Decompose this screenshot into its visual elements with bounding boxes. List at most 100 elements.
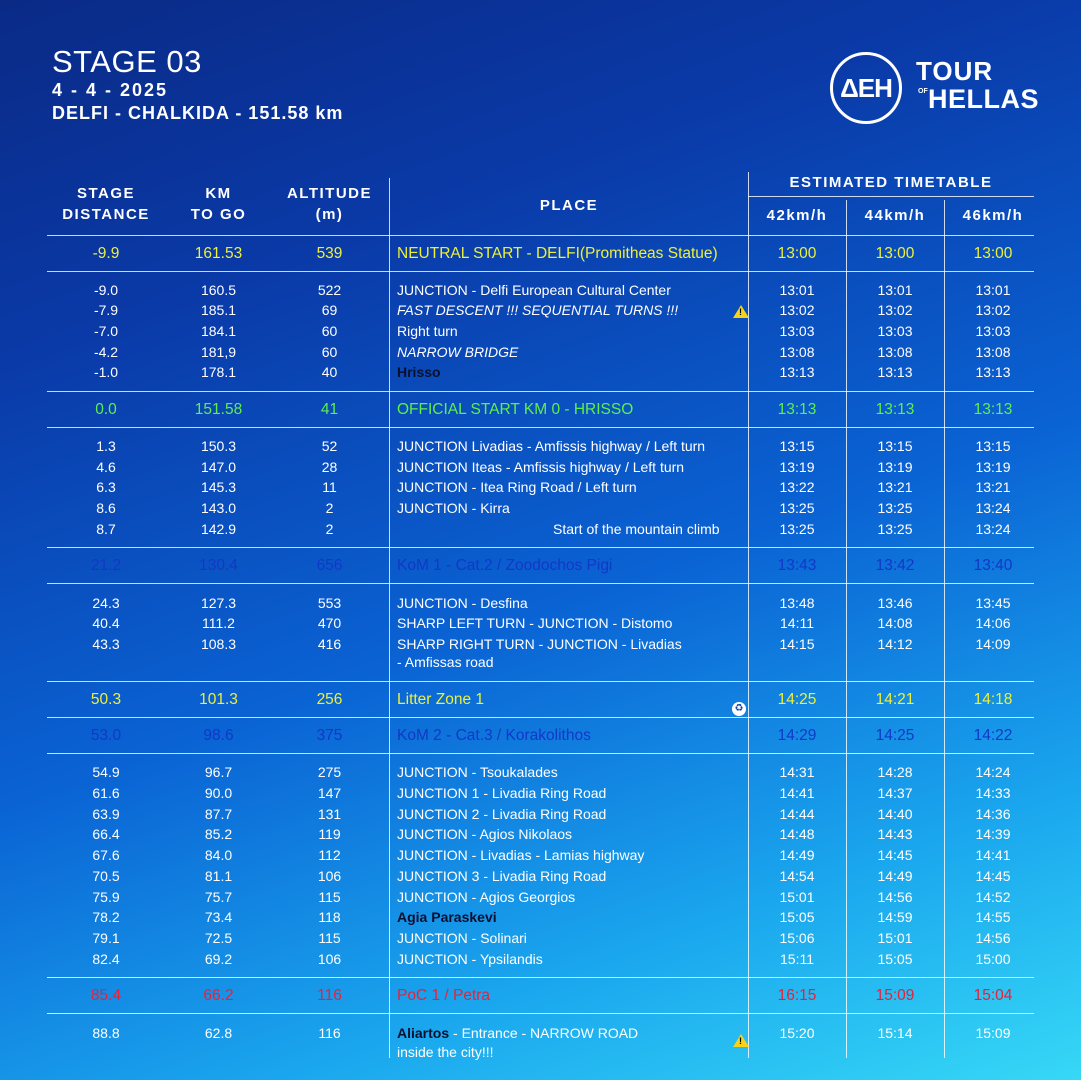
km-to-go: 184.1 <box>200 323 237 339</box>
time-42: 14:31 <box>779 764 815 780</box>
stage-distance: 70.5 <box>92 868 120 884</box>
altitude: 115 <box>318 930 341 946</box>
altitude: 115 <box>318 889 341 905</box>
recycle-icon: ♻ <box>732 702 746 716</box>
time-44: 13:03 <box>877 323 913 339</box>
km-to-go: 87.7 <box>204 806 233 822</box>
altitude: 539 <box>316 245 343 262</box>
place-continued: inside the city!!! <box>397 1044 494 1060</box>
place-continued: - Amfissas road <box>397 654 494 670</box>
time-44: 14:45 <box>877 847 913 863</box>
time-44: 14:59 <box>877 909 913 925</box>
stage-distance: 50.3 <box>90 691 122 708</box>
time-42: 14:11 <box>780 615 814 631</box>
time-42: 15:11 <box>780 951 814 967</box>
col-header-line: STAGE <box>76 185 136 202</box>
altitude: 375 <box>316 727 343 744</box>
time-44: 13:42 <box>875 557 915 574</box>
altitude: 116 <box>318 1025 341 1041</box>
km-to-go: 69.2 <box>204 951 233 967</box>
km-to-go: 161.53 <box>194 245 243 262</box>
time-44: 13:08 <box>877 344 913 360</box>
col-header-speed-44: 44km/h <box>864 207 926 224</box>
altitude: 106 <box>317 951 342 967</box>
stage-route: DELFI - CHALKIDA - 151.58 km <box>52 103 344 123</box>
column-divider <box>944 200 945 1058</box>
km-to-go: 66.2 <box>203 987 234 1004</box>
time-42: 15:20 <box>779 1025 815 1041</box>
time-46: 14:55 <box>975 909 1011 925</box>
col-header-line: ALTITUDE <box>286 185 373 202</box>
place: JUNCTION - Livadias - Lamias highway <box>397 847 645 863</box>
time-44: 15:01 <box>877 930 913 946</box>
stage-distance: 54.9 <box>92 764 120 780</box>
time-42: 13:00 <box>777 245 817 262</box>
km-to-go: 147.0 <box>200 459 237 475</box>
place: Aliartos <box>397 1025 450 1041</box>
km-to-go: 75.7 <box>204 889 233 905</box>
place: NARROW BRIDGE <box>397 344 519 360</box>
time-46: 14:39 <box>975 826 1011 842</box>
col-header-km-to-go: KM TO GO <box>165 183 272 225</box>
col-header-place: PLACE <box>539 197 599 214</box>
row-divider <box>47 681 1034 682</box>
time-42: 15:06 <box>779 930 815 946</box>
altitude: 522 <box>317 282 342 298</box>
stage-distance: 8.7 <box>96 521 116 537</box>
altitude: 112 <box>318 847 341 863</box>
tour-logo-hellas: HELLAS <box>928 84 1039 114</box>
time-44: 13:25 <box>877 521 913 537</box>
col-header-line: DISTANCE <box>62 206 150 223</box>
altitude: 147 <box>317 785 342 801</box>
stage-distance: 6.3 <box>96 479 116 495</box>
time-46: 14:45 <box>975 868 1011 884</box>
altitude: 60 <box>321 323 338 339</box>
time-46: 15:00 <box>975 951 1011 967</box>
time-46: 13:01 <box>975 282 1011 298</box>
column-divider <box>748 172 749 1058</box>
stage-distance: 53.0 <box>90 727 122 744</box>
stage-distance: -9.9 <box>92 245 120 262</box>
row-divider <box>47 1013 1034 1014</box>
time-44: 13:13 <box>875 401 915 418</box>
place: JUNCTION - Ypsilandis <box>397 951 543 967</box>
stage-distance: -4.2 <box>93 344 119 360</box>
time-46: 14:24 <box>975 764 1011 780</box>
altitude: 119 <box>318 826 341 842</box>
time-44: 14:37 <box>877 785 913 801</box>
time-42: 13:43 <box>777 557 817 574</box>
km-to-go: 73.4 <box>204 909 233 925</box>
row-divider <box>748 196 1034 197</box>
time-46: 13:40 <box>973 557 1013 574</box>
place: PoC 1 / Petra <box>397 987 491 1004</box>
stage-distance: 21.2 <box>90 557 122 574</box>
col-header-altitude: ALTITUDE (m) <box>272 183 387 225</box>
altitude: 131 <box>317 806 342 822</box>
altitude: 41 <box>320 401 339 418</box>
place: JUNCTION Livadias - Amfissis highway / L… <box>397 438 706 454</box>
stage-distance: 85.4 <box>90 987 122 1004</box>
time-42: 13:13 <box>777 401 817 418</box>
altitude: 275 <box>317 764 342 780</box>
time-46: 13:03 <box>975 323 1011 339</box>
altitude: 52 <box>321 438 338 454</box>
col-header-line: TO GO <box>190 206 247 223</box>
place: Start of the mountain climb <box>553 521 720 537</box>
stage-distance: 40.4 <box>92 615 120 631</box>
stage-distance: 79.1 <box>92 930 120 946</box>
time-44: 13:01 <box>877 282 913 298</box>
time-46: 14:36 <box>975 806 1011 822</box>
place: JUNCTION - Itea Ring Road / Left turn <box>397 479 637 495</box>
time-46: 14:18 <box>973 691 1013 708</box>
time-42: 14:44 <box>779 806 815 822</box>
stage-distance: -7.0 <box>93 323 119 339</box>
time-46: 14:56 <box>975 930 1011 946</box>
stage-distance: 61.6 <box>92 785 120 801</box>
time-44: 14:12 <box>877 636 913 652</box>
time-42: 14:25 <box>777 691 817 708</box>
time-42: 13:08 <box>779 344 815 360</box>
place-detail: - Entrance - NARROW ROAD <box>449 1025 639 1041</box>
km-to-go: 72.5 <box>204 930 233 946</box>
stage-title: STAGE 03 <box>52 44 202 79</box>
time-46: 13:00 <box>973 245 1013 262</box>
